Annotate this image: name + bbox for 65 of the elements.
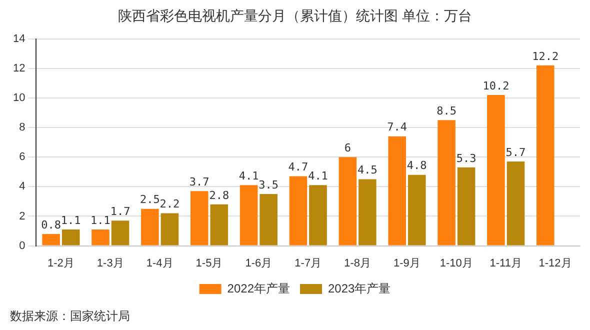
source-note: 数据来源：国家统计局 <box>10 308 130 325</box>
bar <box>141 208 159 246</box>
data-label: 1.1 <box>60 214 81 227</box>
bar <box>260 194 278 246</box>
x-tick-label: 1-5月 <box>196 257 223 270</box>
x-tick-label: 1-11月 <box>490 257 522 270</box>
bar <box>457 167 476 246</box>
data-label: 4.8 <box>406 159 427 172</box>
bar <box>388 136 406 246</box>
data-label: 2.5 <box>140 193 160 206</box>
bar <box>289 176 308 246</box>
bar <box>338 157 357 246</box>
data-label: 4.5 <box>358 164 378 177</box>
y-tick-label: 12 <box>12 62 26 74</box>
bar <box>506 162 525 246</box>
bar <box>358 179 376 246</box>
data-label: 5.3 <box>456 152 476 165</box>
y-tick-label: 2 <box>19 210 26 222</box>
data-label: 4.7 <box>288 160 308 174</box>
data-label: 12.2 <box>532 50 559 63</box>
bar <box>111 220 130 246</box>
legend-label: 2022年产量 <box>227 281 290 296</box>
y-tick-label: 6 <box>19 151 26 164</box>
data-label: 2.2 <box>160 198 180 211</box>
bar <box>62 230 80 246</box>
legend-label: 2023年产量 <box>328 281 391 296</box>
bar <box>309 185 327 246</box>
x-tick-label: 1-3月 <box>96 257 124 270</box>
data-label: 0.8 <box>41 218 62 232</box>
y-tick-label: 0 <box>19 240 26 252</box>
data-label: 10.2 <box>482 79 510 92</box>
data-label: 3.7 <box>189 175 210 188</box>
x-tick-label: 1-8月 <box>344 257 372 270</box>
data-label: 1.7 <box>110 205 130 218</box>
bar <box>190 191 208 246</box>
bar <box>536 65 554 246</box>
data-label: 4.1 <box>238 170 259 183</box>
data-label: 7.4 <box>387 120 408 134</box>
data-label: 8.5 <box>436 104 456 118</box>
x-tick-label: 1-2月 <box>48 257 74 270</box>
data-label: 1.1 <box>90 214 110 227</box>
bar <box>408 174 426 246</box>
y-tick-label: 14 <box>12 32 26 45</box>
bar <box>210 204 228 246</box>
x-tick-label: 1-7月 <box>294 257 322 270</box>
bar <box>160 213 179 246</box>
data-label: 2.8 <box>209 188 230 202</box>
bar <box>42 234 60 246</box>
bar <box>487 94 505 246</box>
bar <box>92 230 110 246</box>
x-tick-label: 1-9月 <box>394 257 420 270</box>
x-tick-label: 1-12月 <box>538 257 572 270</box>
bar <box>438 120 456 246</box>
x-tick-label: 1-4月 <box>146 257 174 270</box>
data-label: 5.7 <box>506 146 526 159</box>
x-tick-label: 1-6月 <box>245 257 272 270</box>
chart-title: 陕西省彩色电视机产量分月（累计值）统计图 单位：万台 <box>118 7 472 24</box>
data-label: 3.5 <box>258 178 279 192</box>
y-tick-label: 10 <box>12 92 26 104</box>
data-label: 6 <box>344 141 351 154</box>
data-label: 4.1 <box>308 170 328 183</box>
x-tick-label: 1-10月 <box>440 257 473 270</box>
y-tick-label: 8 <box>19 122 26 134</box>
y-tick-label: 4 <box>19 180 26 193</box>
bar <box>240 185 258 246</box>
